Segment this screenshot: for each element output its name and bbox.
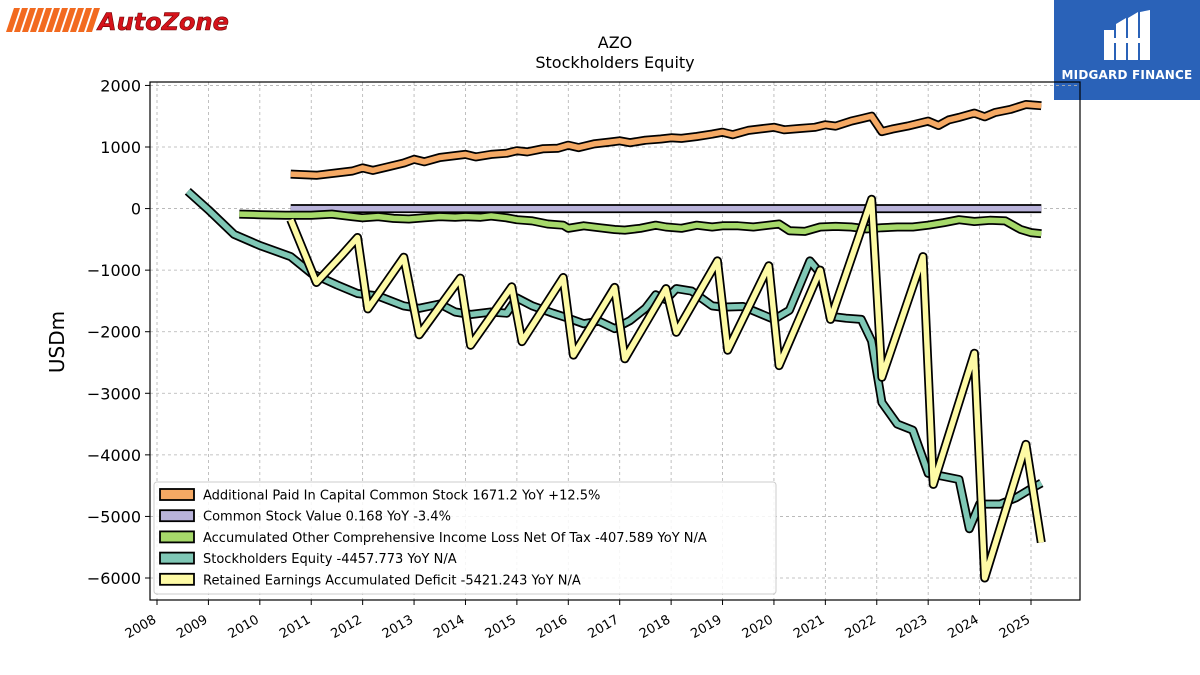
- chart-title: AZO: [598, 33, 633, 52]
- logo-stripe: [14, 8, 28, 32]
- x-tick-label: 2016: [534, 612, 570, 642]
- series-4: [286, 194, 1046, 583]
- x-tick-label: 2023: [894, 612, 930, 642]
- y-tick-label: −6000: [87, 569, 141, 588]
- y-tick-label: 1000: [100, 138, 141, 157]
- x-tick-label: 2010: [226, 612, 262, 642]
- x-tick-label: 2017: [586, 612, 622, 642]
- series-line: [288, 196, 1045, 581]
- legend-entry-label: Common Stock Value 0.168 YoY -3.4%: [203, 510, 451, 525]
- legend-swatch: [159, 488, 195, 501]
- y-axis-label: USDm: [45, 311, 69, 373]
- series-lines: [184, 100, 1046, 583]
- logo-stripe: [54, 8, 68, 32]
- midgard-finance-emblem: [1104, 10, 1150, 60]
- legend-items: Additional Paid In Capital Common Stock …: [159, 488, 707, 588]
- series-line: [185, 189, 1043, 532]
- x-axis-ticks: 2008 2009 2010 2011 2012 2013 2014 2015 2016 2017…: [123, 600, 1033, 642]
- series-line-outline: [184, 187, 1044, 534]
- x-tick-label: 2025: [997, 612, 1033, 642]
- y-tick-label: −5000: [87, 507, 141, 526]
- logo-stripe: [62, 8, 76, 32]
- y-tick-label: 2000: [100, 76, 141, 95]
- series-line: [290, 101, 1042, 179]
- y-axis-ticks: 2000 1000 0 −1000 −2000 −3000 −4000 −5000 −6000: [87, 76, 150, 588]
- x-tick-label: 2009: [174, 612, 210, 642]
- logo-stripe: [70, 8, 84, 32]
- legend-entry-label: Retained Earnings Accumulated Deficit -5…: [203, 573, 581, 588]
- midgard-finance-logo: MIDGARD FINANCE: [1054, 0, 1200, 100]
- logo-stripe: [86, 8, 100, 32]
- plot-frame: [149, 81, 1081, 601]
- x-tick-label: 2024: [945, 612, 981, 642]
- y-tick-label: −1000: [87, 261, 141, 280]
- x-tick-label: 2019: [688, 612, 724, 642]
- x-tick-label: 2020: [740, 612, 776, 642]
- logo-stripe: [30, 8, 44, 32]
- legend-entry-label: Accumulated Other Comprehensive Income L…: [203, 531, 707, 546]
- legend-swatch: [159, 530, 195, 544]
- legend-entry-label: Additional Paid In Capital Common Stock …: [203, 489, 600, 504]
- logo-stripe: [22, 8, 36, 32]
- x-tick-label: 2008: [123, 612, 159, 642]
- x-tick-label: 2013: [380, 612, 416, 642]
- logo-stripe: [6, 8, 20, 32]
- legend-swatch: [159, 509, 195, 523]
- x-tick-label: 2011: [277, 612, 313, 642]
- x-tick-label: 2014: [431, 612, 467, 642]
- midgard-finance-label: MIDGARD FINANCE: [1061, 68, 1193, 82]
- legend-entry-label: Stockholders Equity -4457.773 YoY N/A: [203, 552, 457, 567]
- autozone-logo: AutoZone: [6, 8, 229, 34]
- logo-stripe: [46, 8, 60, 32]
- y-tick-label: −2000: [87, 323, 141, 342]
- x-tick-label: 2021: [791, 612, 827, 642]
- legend-swatch: [159, 551, 195, 565]
- y-tick-label: −4000: [87, 446, 141, 465]
- y-tick-label: −3000: [87, 384, 141, 403]
- x-tick-label: 2012: [328, 612, 364, 642]
- y-tick-label: 0: [131, 200, 141, 219]
- legend-swatch: [159, 572, 195, 586]
- x-tick-label: 2022: [843, 612, 879, 642]
- chart-subtitle: Stockholders Equity: [535, 53, 694, 72]
- x-tick-label: 2018: [637, 612, 673, 642]
- autozone-logo-stripes: [6, 8, 100, 32]
- series-line: [239, 211, 1042, 237]
- series-0: [290, 100, 1042, 180]
- series-2: [239, 209, 1042, 239]
- chart-legend: Additional Paid In Capital Common Stock …: [153, 481, 777, 595]
- x-tick-label: 2015: [483, 612, 519, 642]
- series-3: [184, 187, 1044, 534]
- legend-box: [153, 481, 777, 595]
- autozone-logo-wordmark: AutoZone: [96, 8, 229, 34]
- logo-stripe: [38, 8, 52, 32]
- logo-stripe: [78, 8, 92, 32]
